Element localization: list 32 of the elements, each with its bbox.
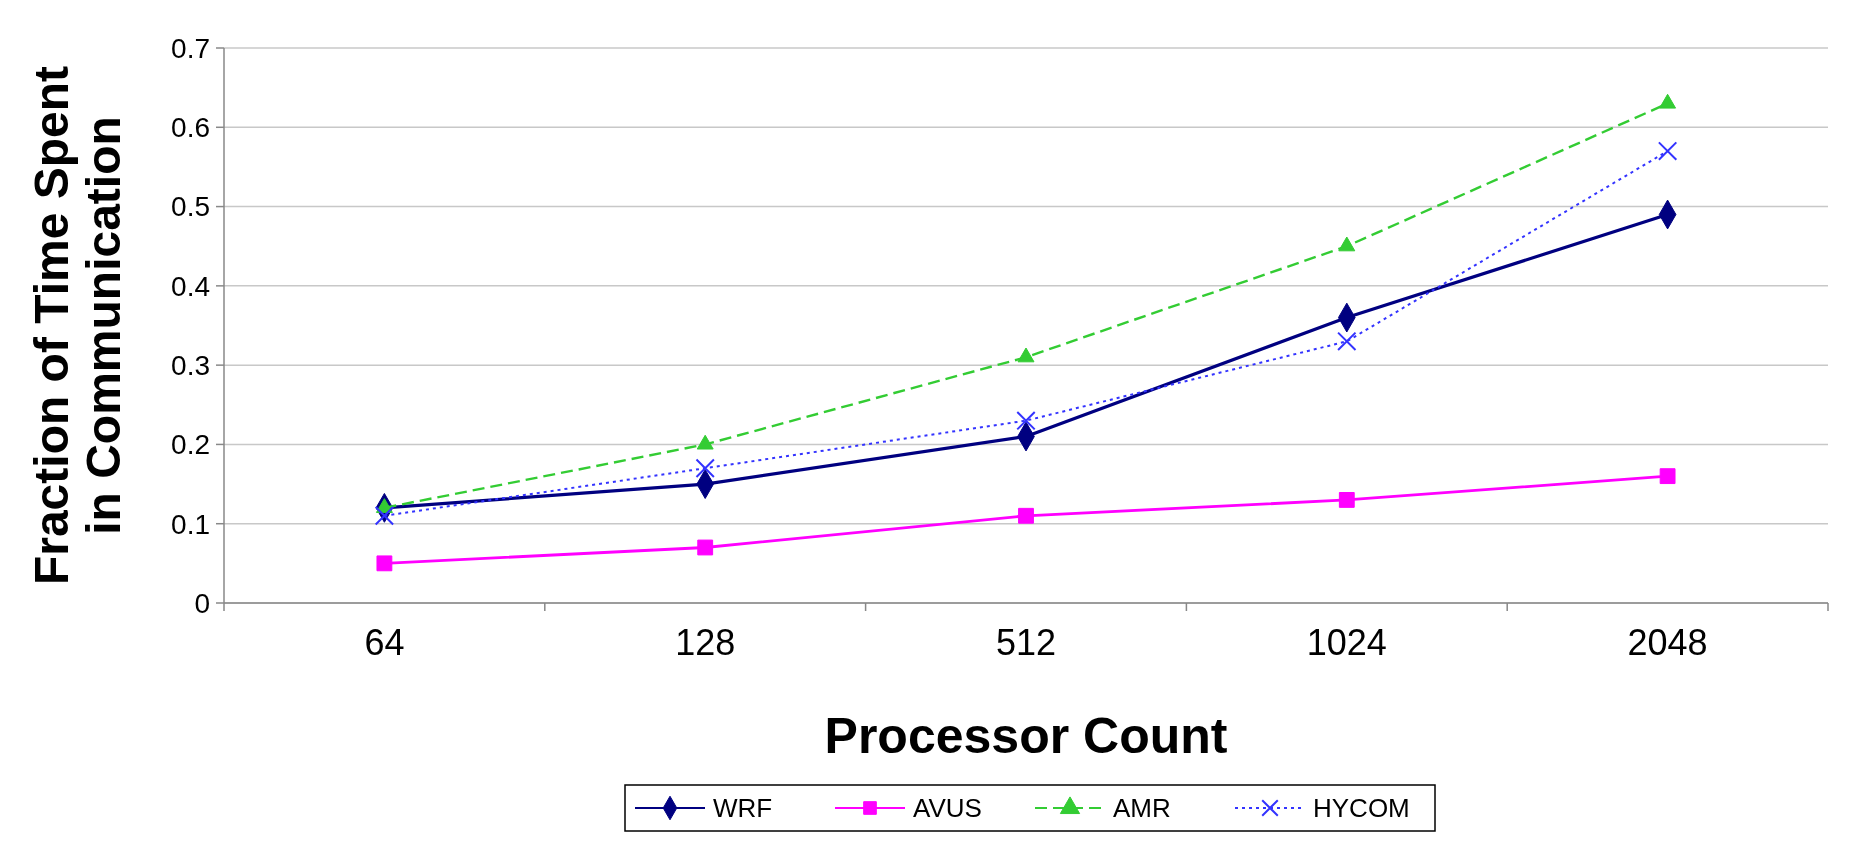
point [374,506,395,526]
y-tick-label: 0.4 [171,270,210,302]
point [1017,347,1035,363]
point [1657,141,1678,161]
point [376,555,393,572]
y-tick-label: 0.6 [171,112,210,144]
x-tick-label: 512 [995,622,1057,663]
x-tick-label: 2048 [1627,622,1708,663]
point [695,458,715,478]
point [1338,492,1355,508]
point [697,539,714,556]
y-tick-label: 0 [194,587,210,619]
y-tick-label: 0.1 [171,508,210,540]
y-tick-label: 0.5 [171,191,210,223]
point [1018,507,1034,524]
legend-label: HYCOM [1313,793,1410,824]
y-axis-title: Fraction of Time Spent in Communication [25,65,130,586]
legend-label: AVUS [913,793,982,824]
x-tick-label: 64 [364,622,405,663]
y-tick-label: 0.7 [171,32,210,64]
point [1337,331,1357,352]
x-axis-title: Processor Count [824,708,1228,764]
x-tick-label: 1024 [1306,622,1387,663]
legend-label: WRF [713,793,773,824]
x-tick-label: 128 [675,622,736,663]
y-tick-label: 0.2 [171,429,210,461]
point [1016,410,1036,431]
point [1659,93,1677,109]
point [1338,236,1356,252]
y-tick-label: 0.3 [171,349,210,381]
point [1659,468,1676,485]
legend-label: AMR [1113,793,1171,824]
